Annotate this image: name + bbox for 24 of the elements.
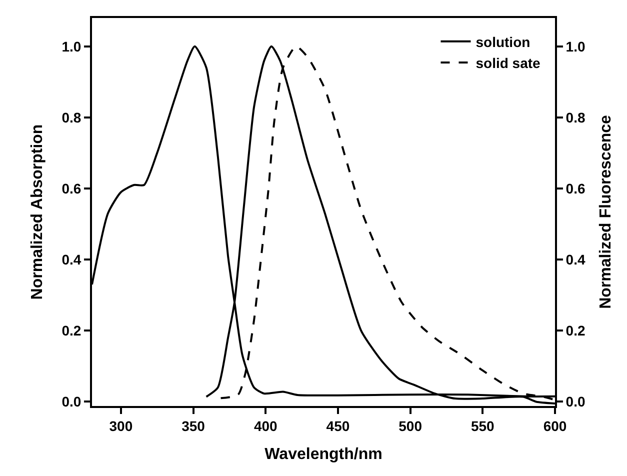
x-tick-label: 450 xyxy=(326,418,350,434)
y2-tick-label: 0.2 xyxy=(566,322,586,339)
x-tick-label: 300 xyxy=(109,418,133,434)
x-tick-label: 550 xyxy=(470,418,495,434)
y-axis-title: Normalized Absorption xyxy=(29,124,46,300)
y-tick-label: 0.8 xyxy=(62,109,82,126)
y2-tick-label: 0.8 xyxy=(566,109,586,126)
x-tick-label: 400 xyxy=(254,418,278,434)
y2-axis-title: Normalized Fluorescence xyxy=(598,114,615,309)
x-tick-label: 500 xyxy=(398,418,422,434)
x-tick-label: 350 xyxy=(182,418,206,434)
y-tick-label: 1.0 xyxy=(62,38,82,54)
legend-label: solid sate xyxy=(476,55,541,72)
y2-tick-label: 0.6 xyxy=(566,180,586,196)
y-tick-label: 0.2 xyxy=(62,322,82,339)
x-axis-title: Wavelength/nm xyxy=(264,446,382,463)
legend-label: solution xyxy=(476,34,530,50)
y2-tick-label: 0.0 xyxy=(566,394,586,410)
y2-tick-label: 1.0 xyxy=(566,38,586,54)
y2-tick-label: 0.4 xyxy=(566,252,586,268)
y-tick-label: 0.0 xyxy=(62,394,82,410)
y-tick-label: 0.4 xyxy=(62,252,82,268)
y-tick-label: 0.6 xyxy=(62,180,82,196)
x-tick-label: 600 xyxy=(543,418,567,434)
